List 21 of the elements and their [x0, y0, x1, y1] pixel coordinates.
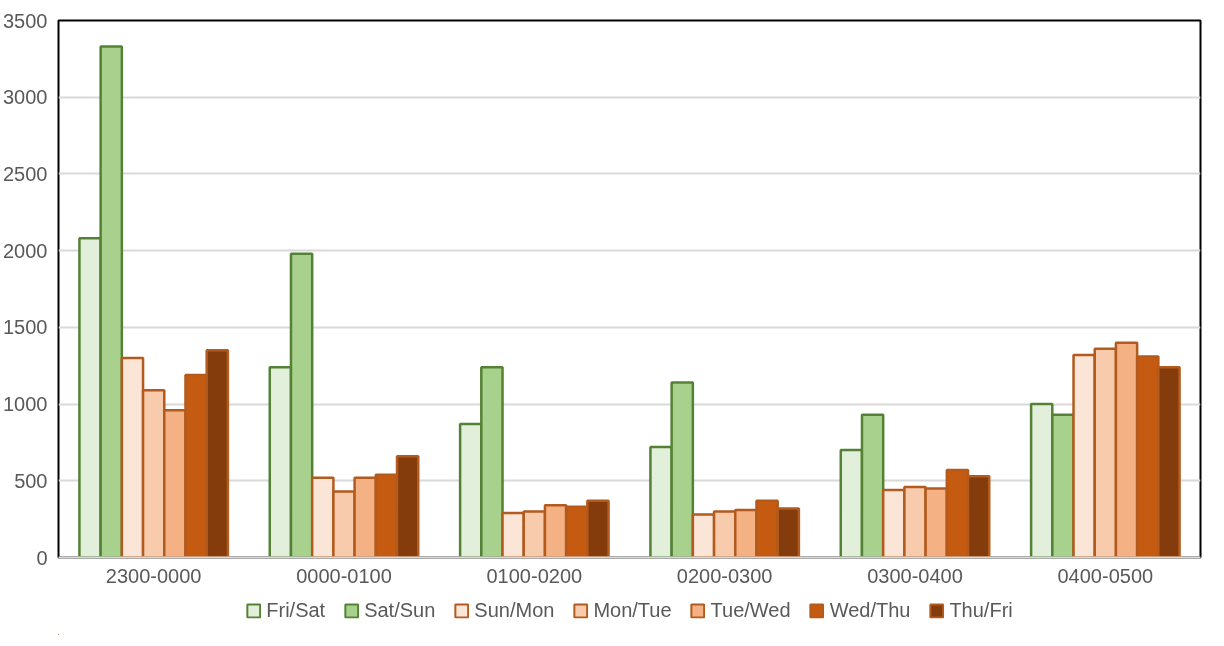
y-tick-label: 1000 [3, 393, 48, 416]
x-tick-label: 0200-0300 [676, 564, 773, 587]
x-tick-label: 2300-0000 [105, 564, 202, 587]
y-tick-label: 3000 [3, 86, 48, 109]
x-tick-label: 0300-0400 [867, 564, 963, 587]
legend-label: Thu/Fri [949, 598, 1013, 622]
x-tick-label: 0100-0200 [486, 564, 583, 587]
legend-label: Tue/Wed [710, 598, 791, 622]
y-tick-label: 1500 [3, 316, 48, 339]
legend-label: Fri/Sat [266, 598, 326, 622]
x-tick-label: 0000-0100 [296, 564, 392, 587]
y-tick-label: 2000 [3, 239, 48, 262]
y-tick-label: 500 [14, 469, 48, 492]
y-tick-label: 2500 [3, 162, 48, 185]
y-tick-label: 3500 [3, 9, 48, 32]
legend-label: Sat/Sun [364, 598, 436, 622]
x-tick-label: 0400-0500 [1057, 564, 1154, 587]
legend-label: Wed/Thu [829, 598, 911, 622]
legend-label: Sun/Mon [474, 598, 555, 622]
legend-label: Mon/Tue [593, 598, 672, 622]
y-tick-label: 0 [36, 546, 48, 569]
